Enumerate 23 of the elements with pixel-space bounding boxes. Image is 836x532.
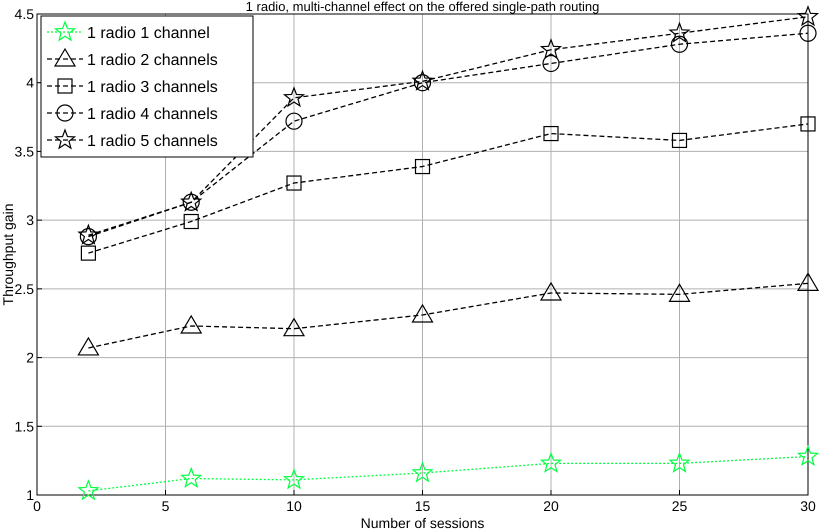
- x-axis-title: Number of sessions: [360, 515, 484, 531]
- y-tick-label: 2: [26, 350, 34, 366]
- x-tick-label: 5: [162, 498, 170, 514]
- y-tick-label: 1: [26, 487, 34, 503]
- legend-label: 1 radio 2 channels: [87, 52, 218, 69]
- x-tick-label: 0: [33, 498, 42, 514]
- x-tick-label: 15: [414, 498, 430, 514]
- y-tick-label: 3: [26, 212, 34, 228]
- legend-label: 1 radio 5 channels: [87, 133, 218, 150]
- y-tick-label: 4.5: [14, 6, 34, 22]
- x-tick-label: 20: [543, 498, 559, 514]
- chart-title: 1 radio, multi-channel effect on the offered single-path routing: [246, 0, 600, 14]
- x-tick-label: 30: [800, 498, 816, 514]
- y-tick-label: 3.5: [14, 143, 34, 160]
- x-tick-label: 25: [672, 498, 688, 514]
- y-axis-title: Throughput gain: [0, 204, 16, 306]
- legend-label: 1 radio 1 channel: [87, 25, 210, 42]
- legend-label: 1 radio 4 channels: [87, 106, 218, 123]
- y-tick-label: 1.5: [14, 418, 34, 434]
- x-tick-label: 10: [286, 498, 302, 514]
- y-tick-label: 2.5: [14, 280, 34, 297]
- y-tick-label: 4: [26, 74, 34, 91]
- legend-label: 1 radio 3 channels: [87, 79, 218, 96]
